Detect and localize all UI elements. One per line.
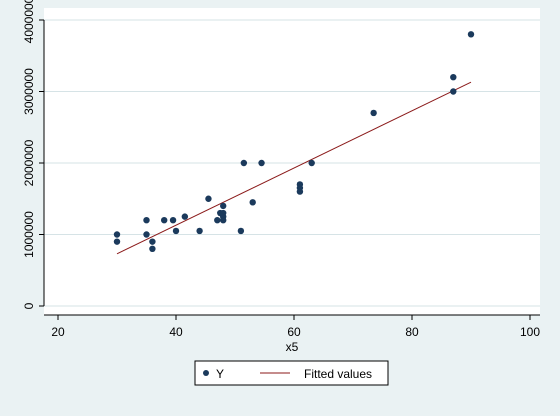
x-tick-label-2: 60: [287, 325, 301, 339]
x-tick-label-3: 80: [405, 325, 419, 339]
x-tick-label-4: 100: [520, 325, 540, 339]
data-point-6: [161, 217, 168, 224]
y-tick-label-0: 0: [22, 302, 36, 309]
data-point-26: [370, 109, 377, 117]
data-point-17: [220, 217, 227, 224]
data-point-28: [450, 88, 457, 95]
legend-label-fitted: Fitted values: [304, 367, 372, 381]
legend-label-y: Y: [216, 367, 224, 381]
legend-box: [194, 360, 389, 386]
data-point-12: [214, 217, 221, 224]
x-tick-label-0: 20: [51, 325, 65, 339]
x-tick-label-1: 40: [169, 325, 183, 339]
data-point-29: [467, 31, 475, 38]
fitted-values-line: [116, 81, 472, 255]
axes: 0 1000000 2000000 3000000 4000000 20 40 60 80 100: [22, 0, 540, 339]
legend: Y Fitted values: [194, 360, 389, 386]
plot-area: [44, 8, 540, 315]
data-point-21: [258, 159, 265, 167]
data-point-3: [143, 231, 150, 238]
y-tick-label-1: 1000000: [22, 211, 36, 258]
data-point-24: [296, 188, 304, 195]
data-point-11: [205, 195, 212, 202]
data-point-9: [181, 213, 189, 220]
data-point-2: [143, 217, 150, 224]
data-point-19: [240, 159, 248, 167]
data-point-0: [113, 231, 121, 238]
y-tick-label-3: 3000000: [22, 68, 36, 115]
x-axis-label: x5: [286, 340, 299, 354]
data-point-25: [308, 159, 315, 167]
data-point-10: [196, 227, 203, 235]
data-point-14: [220, 202, 227, 210]
data-series: [113, 31, 475, 255]
data-point-4: [149, 238, 156, 245]
data-point-1: [113, 238, 121, 245]
y-tick-label-2: 2000000: [22, 139, 36, 186]
data-point-27: [450, 74, 457, 81]
data-point-8: [172, 227, 180, 235]
legend-marker-icon: [203, 370, 209, 376]
grid-lines: [44, 19, 540, 307]
data-point-20: [249, 199, 256, 206]
y-tick-label-4: 4000000: [22, 0, 36, 43]
data-point-7: [169, 217, 177, 224]
data-point-5: [149, 245, 156, 252]
data-point-18: [237, 227, 245, 235]
